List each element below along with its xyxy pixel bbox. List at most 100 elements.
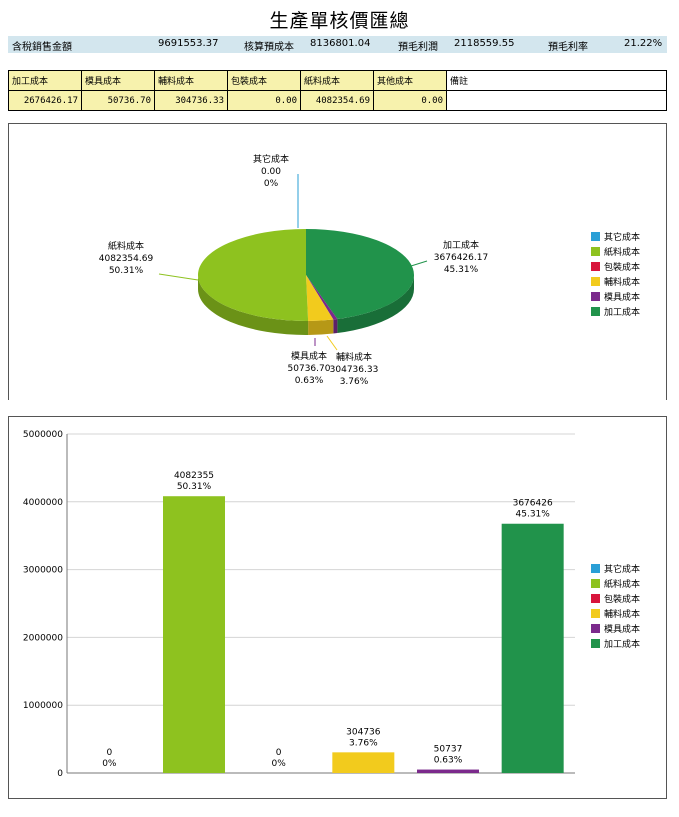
cost-value: 8136801.04 bbox=[310, 38, 371, 49]
bar-chart-panel: 0 1000000 2000000 3000000 4000000 5000000 0 0% 4… bbox=[8, 416, 667, 799]
bar-value-label-4: 50737 bbox=[434, 745, 463, 755]
margin-value: 21.22% bbox=[624, 38, 663, 49]
pie-side-3 bbox=[308, 319, 334, 335]
bar-value-label-3: 304736 bbox=[346, 727, 381, 737]
pie-label-name-4: 加工成本 bbox=[443, 239, 479, 251]
pie-legend-swatch-0 bbox=[591, 232, 600, 241]
bar-legend-swatch-1 bbox=[591, 579, 600, 588]
bar-chart: 01000000200000030000004000000500000000%4… bbox=[23, 430, 640, 779]
bar-value-label-5: 3676426 bbox=[513, 499, 553, 509]
pie-label-name-1: 紙料成本 bbox=[108, 240, 144, 252]
bar-legend-swatch-2 bbox=[591, 594, 600, 603]
bar-legend-label-4: 模具成本 bbox=[604, 623, 640, 635]
pie-legend-swatch-5 bbox=[591, 307, 600, 316]
pie-slice-1 bbox=[306, 229, 415, 320]
sales-label: 含稅銷售金額 bbox=[12, 42, 72, 53]
bar-legend-swatch-3 bbox=[591, 609, 600, 618]
pie-label-percent-4: 45.31% bbox=[444, 265, 479, 275]
bar-5 bbox=[501, 523, 564, 773]
bar-percent-label-3: 3.76% bbox=[349, 738, 378, 748]
value-remark bbox=[446, 90, 667, 111]
bar-ytick-4: 4000000 bbox=[23, 498, 63, 508]
bar-value-label-0: 0 bbox=[106, 748, 112, 758]
bar-value-label-1: 4082355 bbox=[174, 471, 214, 481]
profit-label: 預毛利潤 bbox=[398, 42, 438, 53]
bar-legend-label-5: 加工成本 bbox=[604, 638, 640, 650]
sales-value: 9691553.37 bbox=[158, 38, 219, 49]
pie-label-value-3: 50736.70 bbox=[288, 364, 331, 374]
bar-percent-label-4: 0.63% bbox=[434, 756, 463, 766]
pie-chart: 其它成本 0.00 0% 紙料成本 4082354.69 50.31% 輔料成本 304736… bbox=[99, 153, 640, 387]
value-other: 0.00 bbox=[373, 90, 447, 111]
report-title: 生產單核價匯總 bbox=[269, 10, 410, 32]
pie-label-name-3: 模具成本 bbox=[291, 350, 327, 362]
margin-label: 預毛利率 bbox=[548, 42, 588, 53]
bar-4 bbox=[417, 769, 479, 773]
header-other: 其他成本 bbox=[373, 70, 447, 91]
pie-label-value-1: 4082354.69 bbox=[99, 254, 154, 264]
pie-legend-swatch-4 bbox=[591, 292, 600, 301]
pie-legend-label-4: 模具成本 bbox=[604, 291, 640, 303]
bar-ytick-3: 3000000 bbox=[23, 566, 63, 576]
bar-legend-label-1: 紙料成本 bbox=[604, 578, 640, 590]
bar-legend-label-0: 其它成本 bbox=[604, 563, 640, 575]
bar-1 bbox=[163, 496, 225, 773]
bar-legend-swatch-0 bbox=[591, 564, 600, 573]
bar-percent-label-5: 45.31% bbox=[516, 510, 551, 520]
pie-label-percent-3: 0.63% bbox=[295, 376, 324, 386]
bar-percent-label-0: 0% bbox=[102, 759, 117, 769]
pie-legend-swatch-3 bbox=[591, 277, 600, 286]
value-accessory: 304736.33 bbox=[154, 90, 228, 111]
pie-slice-3 bbox=[306, 275, 334, 321]
pie-label-percent-2: 3.76% bbox=[340, 377, 369, 387]
pie-side-4 bbox=[198, 275, 309, 335]
pie-label-value-0: 0.00 bbox=[261, 167, 281, 177]
bar-ytick-0: 0 bbox=[57, 769, 63, 779]
cost-label: 核算預成本 bbox=[244, 42, 294, 53]
bar-legend-swatch-4 bbox=[591, 624, 600, 633]
bar-ytick-2: 2000000 bbox=[23, 633, 63, 643]
header-packaging: 包裝成本 bbox=[227, 70, 301, 91]
pie-slice-4 bbox=[198, 229, 309, 321]
cost-table-value-row: 2676426.17 50736.70 304736.33 0.00 40823… bbox=[8, 90, 667, 111]
pie-legend-swatch-2 bbox=[591, 262, 600, 271]
profit-value: 2118559.55 bbox=[454, 38, 515, 49]
pie-leader-1 bbox=[158, 273, 199, 281]
pie-side-2 bbox=[333, 319, 338, 334]
header-mold: 模具成本 bbox=[81, 70, 155, 91]
bar-3 bbox=[332, 752, 395, 773]
header-remark: 備註 bbox=[446, 70, 667, 91]
pie-legend-label-5: 加工成本 bbox=[604, 306, 640, 318]
cost-table: 加工成本 模具成本 輔料成本 包裝成本 紙料成本 其他成本 備註 2676426… bbox=[8, 70, 667, 111]
value-mold: 50736.70 bbox=[81, 90, 155, 111]
pie-label-value-2: 304736.33 bbox=[330, 365, 379, 375]
header-processing: 加工成本 bbox=[8, 70, 82, 91]
pie-label-name-2: 輔料成本 bbox=[336, 351, 372, 363]
pie-leader-4 bbox=[410, 260, 428, 267]
bar-legend-label-3: 輔料成本 bbox=[604, 608, 640, 620]
pie-legend-label-3: 輔料成本 bbox=[604, 276, 640, 288]
bar-legend-label-2: 包裝成本 bbox=[604, 593, 640, 605]
pie-slice-2 bbox=[306, 275, 338, 320]
bar-percent-label-1: 50.31% bbox=[177, 482, 212, 492]
cost-table-header-row: 加工成本 模具成本 輔料成本 包裝成本 紙料成本 其他成本 備註 bbox=[8, 70, 667, 91]
pie-legend-swatch-1 bbox=[591, 247, 600, 256]
pie-label-percent-0: 0% bbox=[264, 179, 279, 189]
header-paper: 紙料成本 bbox=[300, 70, 374, 91]
pie-label-value-4: 3676426.17 bbox=[434, 253, 488, 263]
pie-legend-label-0: 其它成本 bbox=[604, 231, 640, 243]
value-paper: 4082354.69 bbox=[300, 90, 374, 111]
pie-legend-label-1: 紙料成本 bbox=[604, 246, 640, 258]
pie-leader-2 bbox=[326, 335, 338, 351]
bar-legend-swatch-5 bbox=[591, 639, 600, 648]
bar-value-label-2: 0 bbox=[276, 748, 282, 758]
summary-bar: 含稅銷售金額 9691553.37 核算預成本 8136801.04 預毛利潤 … bbox=[8, 36, 667, 53]
pie-side-1 bbox=[337, 275, 414, 334]
header-accessory: 輔料成本 bbox=[154, 70, 228, 91]
value-packaging: 0.00 bbox=[227, 90, 301, 111]
pie-label-name-0: 其它成本 bbox=[253, 153, 289, 165]
bar-ytick-5: 5000000 bbox=[23, 430, 63, 440]
pie-chart-panel: 其它成本 0.00 0% 紙料成本 4082354.69 50.31% 輔料成本 304736… bbox=[8, 123, 667, 400]
pie-label-percent-1: 50.31% bbox=[109, 266, 144, 276]
bar-ytick-1: 1000000 bbox=[23, 701, 63, 711]
